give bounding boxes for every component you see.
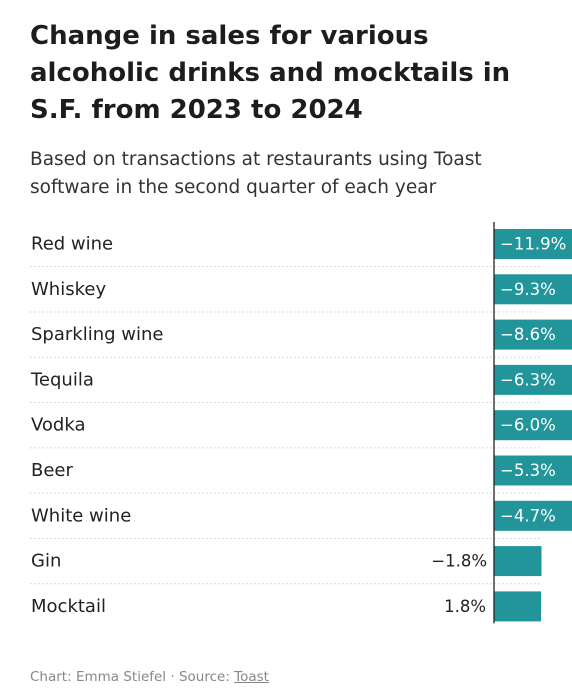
bar-value-label: −8.6% — [500, 325, 556, 344]
row-label: White wine — [31, 505, 131, 526]
chart-title: Change in sales for various alcoholic dr… — [30, 21, 511, 125]
row-label: Tequila — [30, 369, 94, 390]
row-label: Red wine — [31, 234, 113, 255]
row-label: Gin — [31, 551, 61, 572]
bar — [494, 229, 572, 259]
source-prefix: Source: — [178, 669, 235, 685]
bar — [494, 455, 572, 486]
row-label: Vodka — [31, 415, 86, 436]
source-link[interactable]: Toast — [234, 669, 269, 685]
footer-separator: · — [166, 669, 179, 685]
bar-value-label: −9.3% — [500, 280, 556, 299]
bar-chart: Red wine −11.9% Whiskey −9.3% Sparkling wine… — [30, 222, 572, 624]
chart-subtitle: Based on transactions at restaurants usi… — [30, 149, 482, 198]
bar — [494, 274, 572, 305]
bar-value-label: −6.3% — [500, 370, 556, 389]
bar — [494, 591, 541, 622]
chart-footer: Chart: Emma Stiefel · Source: Toast — [30, 669, 269, 685]
bar-value-label: 1.8% — [444, 597, 486, 616]
bar-value-label: −1.8% — [431, 552, 487, 571]
row-label: Beer — [31, 460, 73, 481]
bar — [494, 364, 572, 395]
bar — [494, 410, 572, 441]
bar — [494, 319, 572, 350]
chart-credit: Chart: Emma Stiefel — [30, 669, 167, 685]
bar — [494, 500, 572, 531]
bar-value-label: −6.0% — [500, 416, 556, 435]
row-label: Whiskey — [31, 279, 106, 300]
row-label: Mocktail — [31, 596, 106, 617]
row-label: Sparkling wine — [31, 324, 163, 345]
bar-value-label: −11.9% — [500, 235, 566, 254]
bar — [494, 546, 542, 577]
bar-value-label: −4.7% — [500, 506, 556, 525]
bar-value-label: −5.3% — [500, 461, 556, 480]
